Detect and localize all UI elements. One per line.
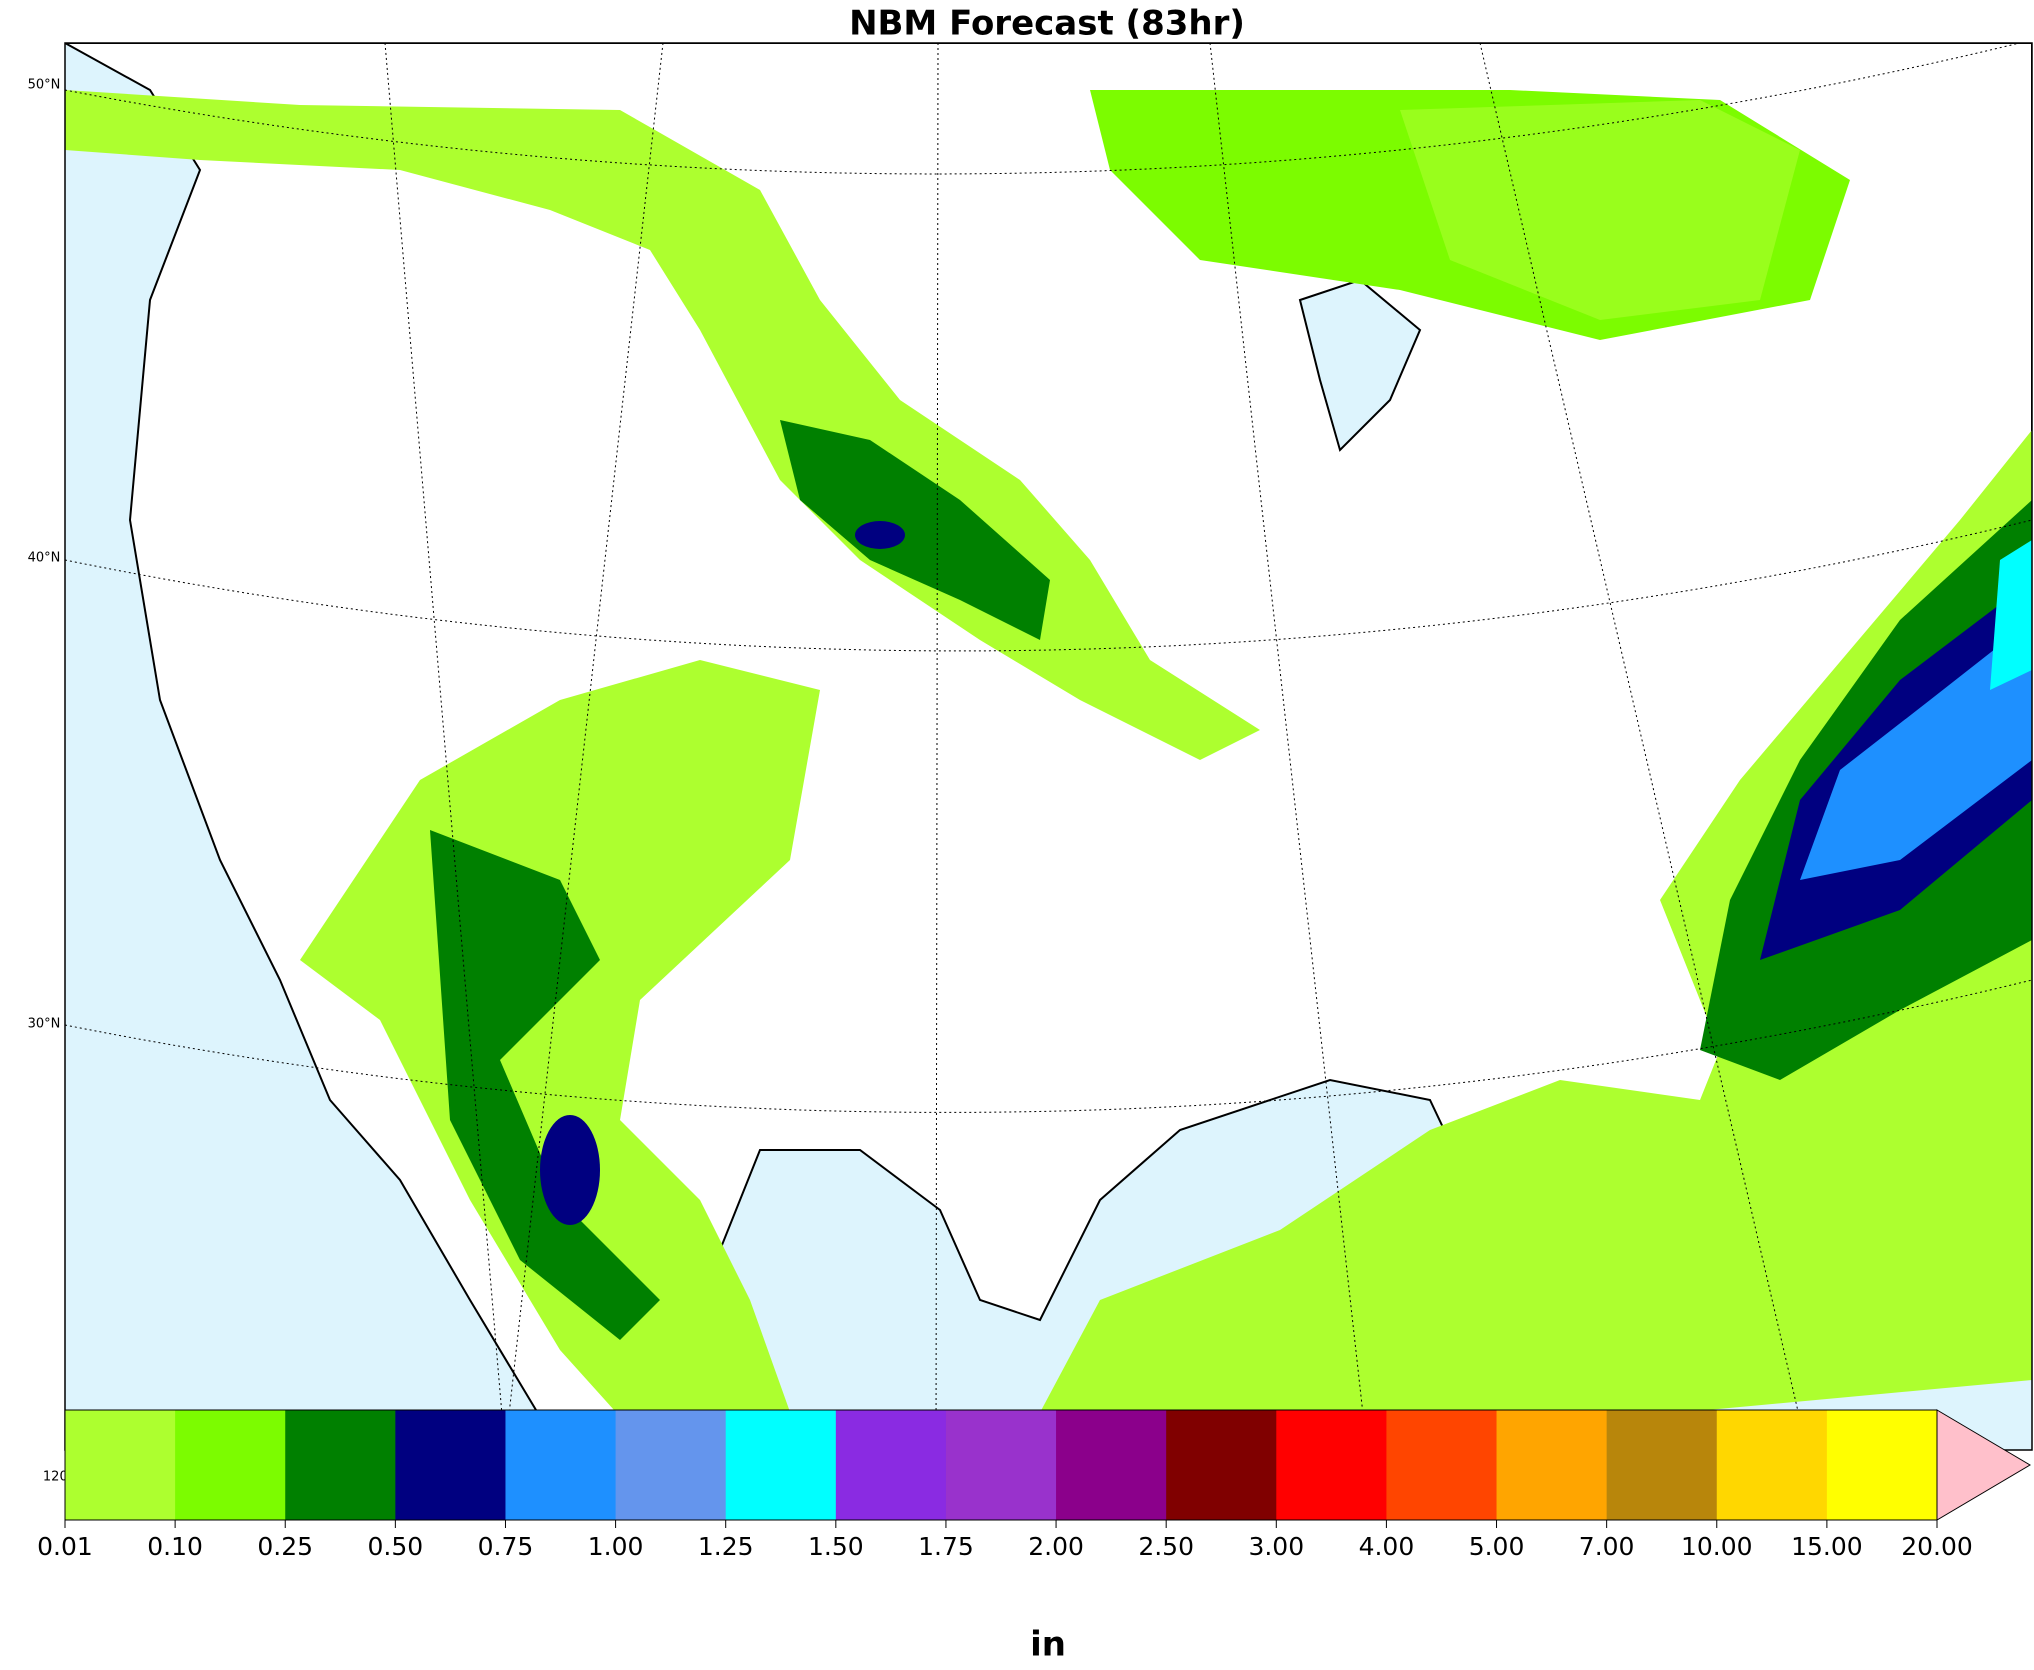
colorbar-segment [505, 1410, 617, 1520]
colorbar-tick-label: 0.25 [257, 1532, 313, 1561]
colorbar-tick-label: 4.00 [1359, 1532, 1415, 1561]
colorbar-tick-label: 2.50 [1138, 1532, 1194, 1561]
colorbar-tick-label: 3.00 [1248, 1532, 1304, 1561]
precip-east-peak [1800, 620, 2032, 880]
precip-southwest-heavy [430, 830, 660, 1340]
colorbar-segment [1386, 1410, 1498, 1520]
colorbar-label: in [1030, 1625, 1066, 1665]
precip-east-max [1990, 540, 2032, 690]
precip-southwest-core [540, 1115, 600, 1225]
colorbar-tick-label: 0.50 [368, 1532, 424, 1561]
precip-southwest [300, 660, 820, 1450]
precip-east [1020, 430, 2032, 1450]
colorbar-frame [64, 1409, 1938, 1521]
colorbar-tick-label: 10.00 [1681, 1532, 1753, 1561]
colorbar-tick-label: 5.00 [1469, 1532, 1525, 1561]
precip-north-light [1400, 100, 1800, 320]
colorbar-tick-label: 15.00 [1791, 1532, 1863, 1561]
colorbar-segment [1826, 1410, 1938, 1520]
precip-plains-heavy [780, 420, 1050, 640]
colorbar-segment [1276, 1410, 1387, 1520]
colorbar-segment [1056, 1410, 1167, 1520]
colorbar-tick-label: 7.00 [1579, 1532, 1635, 1561]
colorbar-tick-label: 0.75 [478, 1532, 534, 1561]
colorbar-tick-label: 2.00 [1028, 1532, 1084, 1561]
colorbar-tick-label: 1.00 [588, 1532, 644, 1561]
graticule [65, 43, 2032, 1450]
colorbar-segment [835, 1410, 947, 1520]
colorbar-segment [725, 1410, 837, 1520]
colorbar-segment [395, 1410, 506, 1520]
colorbar: 0.01 0.10 0.25 0.50 0.75 1.00 1.25 1.50 1.75 2.00… [37, 1409, 2031, 1561]
lat-label: 30°N [28, 1017, 61, 1032]
colorbar-segment [1606, 1410, 1718, 1520]
colorbar-segment [615, 1410, 727, 1520]
map [65, 43, 2032, 1450]
colorbar-segment [65, 1410, 176, 1520]
colorbar-tick-label: 1.25 [698, 1532, 754, 1561]
colorbar-tick-label: 0.10 [147, 1532, 203, 1561]
colorbar-tick-label: 1.75 [918, 1532, 974, 1561]
colorbar-tick-label: 20.00 [1901, 1532, 1973, 1561]
lat-labels: 50°N 40°N 30°N [28, 78, 61, 1032]
colorbar-segment [1166, 1410, 1277, 1520]
lat-label: 50°N [28, 78, 61, 93]
colorbar-segment [175, 1410, 286, 1520]
colorbar-tick-label: 1.50 [808, 1532, 864, 1561]
colorbar-segment [1496, 1410, 1608, 1520]
lat-label: 40°N [28, 551, 61, 566]
colorbar-tick-label: 0.01 [37, 1532, 93, 1561]
precip-core [855, 521, 905, 549]
colorbar-segment [1716, 1410, 1828, 1520]
colorbar-segment [945, 1410, 1057, 1520]
title: NBM Forecast (83hr) [849, 4, 1245, 44]
colorbar-segment [285, 1410, 396, 1520]
